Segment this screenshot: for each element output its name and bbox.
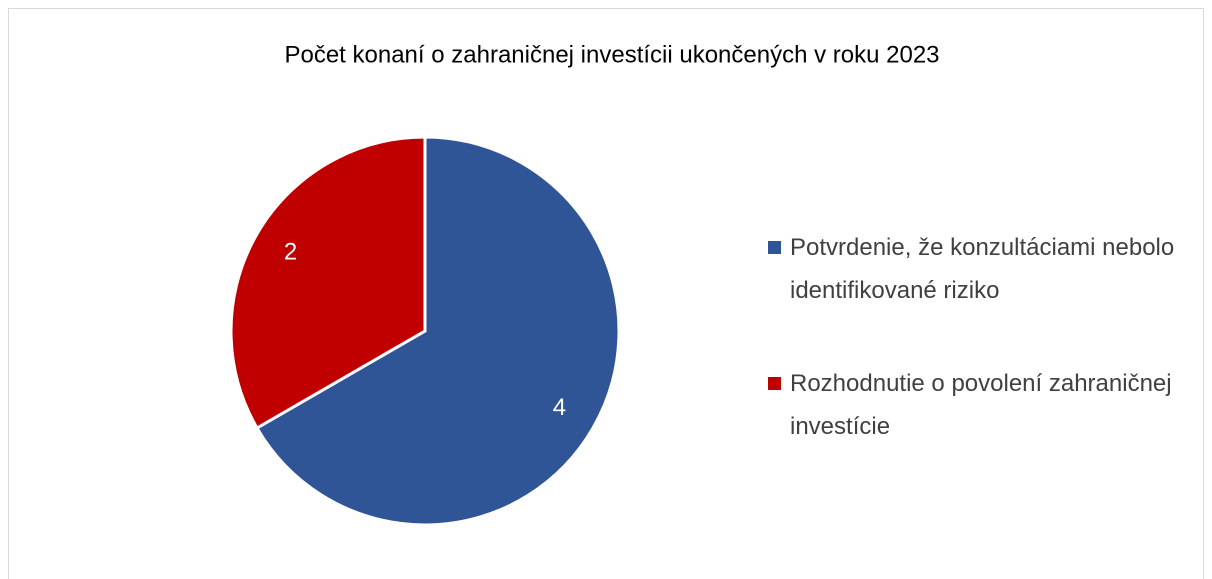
- data-label: 2: [284, 239, 297, 266]
- legend-swatch: [768, 241, 781, 254]
- chart-title: Počet konaní o zahraničnej investícii uk…: [284, 41, 939, 68]
- legend: Potvrdenie, že konzultáciami nebolo iden…: [768, 226, 1188, 498]
- legend-item: Potvrdenie, že konzultáciami nebolo iden…: [768, 226, 1188, 312]
- data-label: 4: [553, 394, 566, 421]
- pie-slice: [229, 135, 427, 431]
- chart-frame: [8, 8, 1204, 579]
- legend-label: Rozhodnutie o povolení zahraničnej inves…: [790, 370, 1172, 440]
- legend-label: Potvrdenie, že konzultáciami nebolo iden…: [790, 234, 1175, 304]
- legend-swatch: [768, 377, 781, 390]
- pie-slice: [254, 135, 621, 527]
- legend-item: Rozhodnutie o povolení zahraničnej inves…: [768, 362, 1188, 448]
